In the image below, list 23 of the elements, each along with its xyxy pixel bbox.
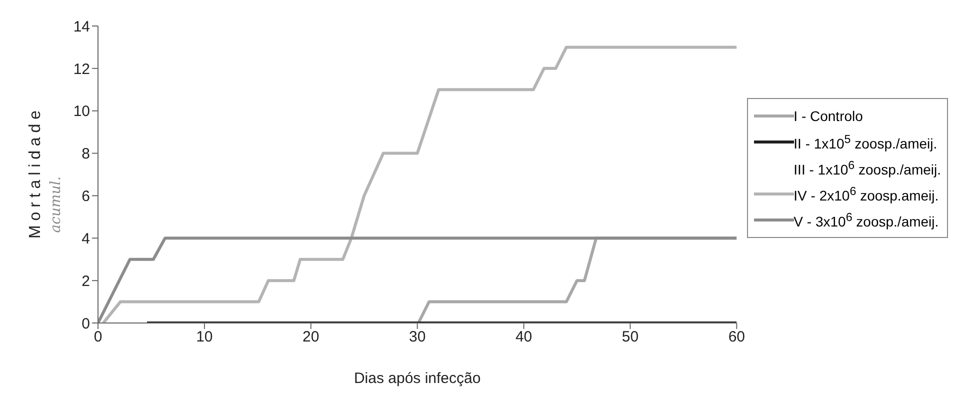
text: III - 1x10$^{6}$ zoosp./ameij. [794, 158, 941, 178]
legend-label: V - 3x10$^{6}$ zoosp./ameij. [794, 210, 939, 230]
y-tick-label: 12 [73, 60, 90, 78]
x-tick-label: 10 [196, 328, 213, 346]
y-tick-label: 2 [82, 272, 90, 290]
y-tick-label: 6 [82, 188, 90, 206]
x-tick-label: 30 [408, 328, 426, 346]
x-tick-label: 60 [728, 328, 746, 346]
y-tick-label: 0 [82, 315, 90, 332]
text: acumul. [48, 176, 64, 233]
y-tick-label: 10 [73, 103, 90, 120]
legend-label: IV - 2x10$^{6}$ zoosp.ameij. [794, 184, 939, 204]
x-axis-title: Dias após infecção [354, 370, 481, 387]
y-tick-label: 14 [73, 18, 90, 36]
y-tick-label: 4 [82, 230, 90, 248]
x-tick-label: 40 [515, 328, 532, 346]
x-tick-label: 0 [94, 328, 102, 346]
legend-label: I - Controlo [794, 108, 863, 124]
x-tick-label: 50 [622, 328, 639, 346]
x-tick-label: 20 [302, 328, 320, 346]
y-axis-title: M o r t a l i d a d e [27, 110, 44, 239]
legend-label: II - 1x10$^{5}$ zoosp./ameij. [794, 132, 938, 152]
y-tick-label: 8 [82, 146, 90, 163]
